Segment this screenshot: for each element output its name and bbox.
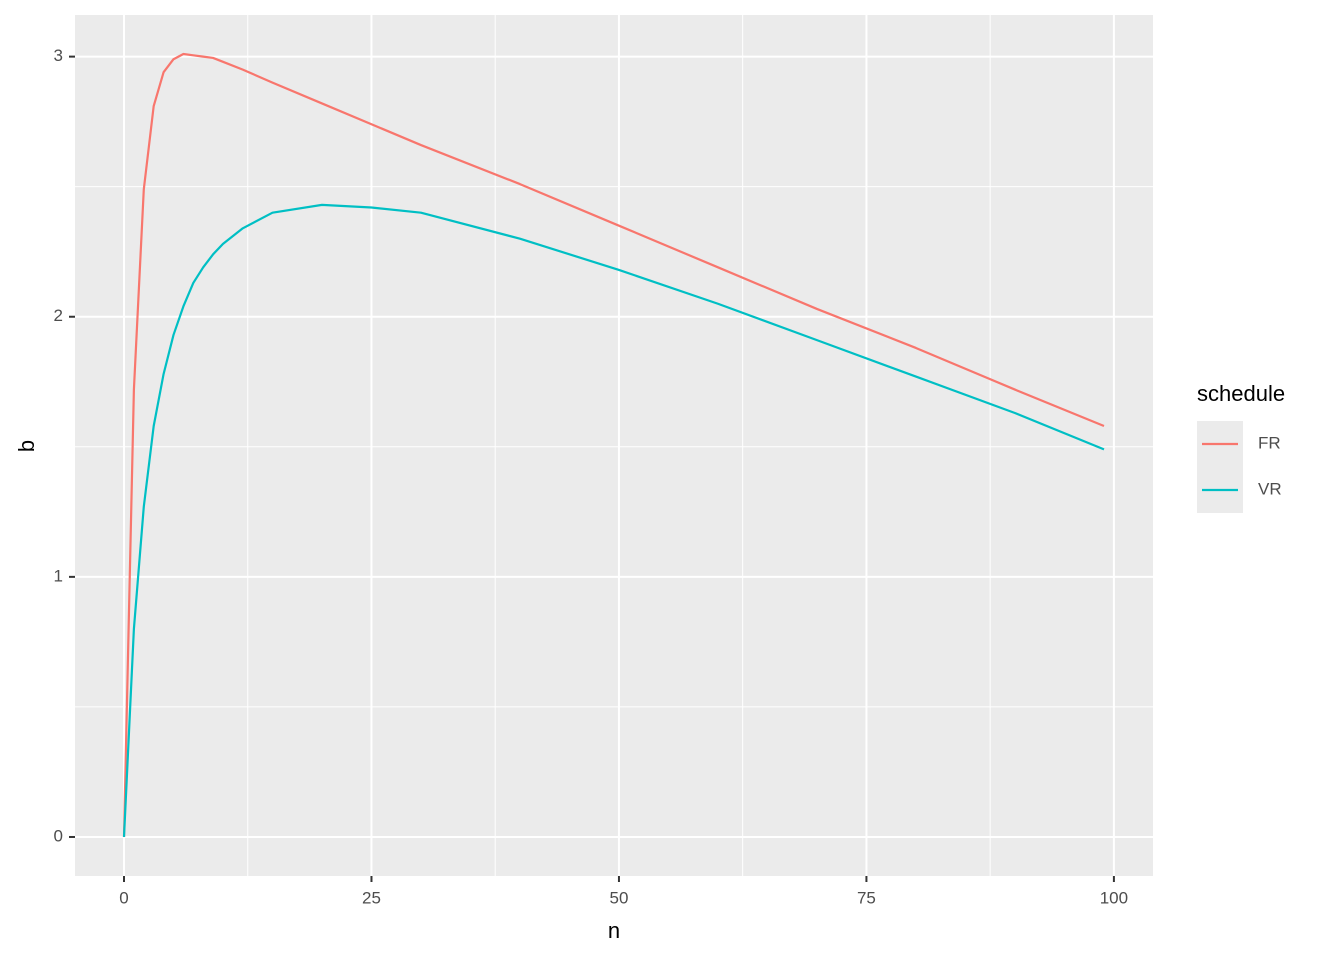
series-line — [122, 52, 1105, 838]
y-tick-label: 2 — [54, 306, 63, 325]
x-tick-label: 25 — [362, 888, 381, 907]
y-tick-label: 3 — [54, 46, 63, 65]
legend-label: FR — [1258, 433, 1281, 452]
legend-label: VR — [1258, 479, 1282, 498]
panel — [75, 15, 1153, 876]
lines — [122, 52, 1105, 838]
x-tick-label: 100 — [1100, 888, 1128, 907]
grid — [75, 15, 1153, 876]
y-tick-label: 1 — [54, 566, 63, 585]
x-tick-label: 0 — [119, 888, 128, 907]
y-tick-label: 0 — [54, 826, 63, 845]
x-axis-title: n — [608, 918, 620, 943]
x-tick-label: 75 — [857, 888, 876, 907]
x-tick-label: 50 — [609, 888, 628, 907]
y-axis-title: b — [14, 440, 39, 452]
legend-title: schedule — [1197, 381, 1285, 406]
series-line — [122, 203, 1105, 838]
